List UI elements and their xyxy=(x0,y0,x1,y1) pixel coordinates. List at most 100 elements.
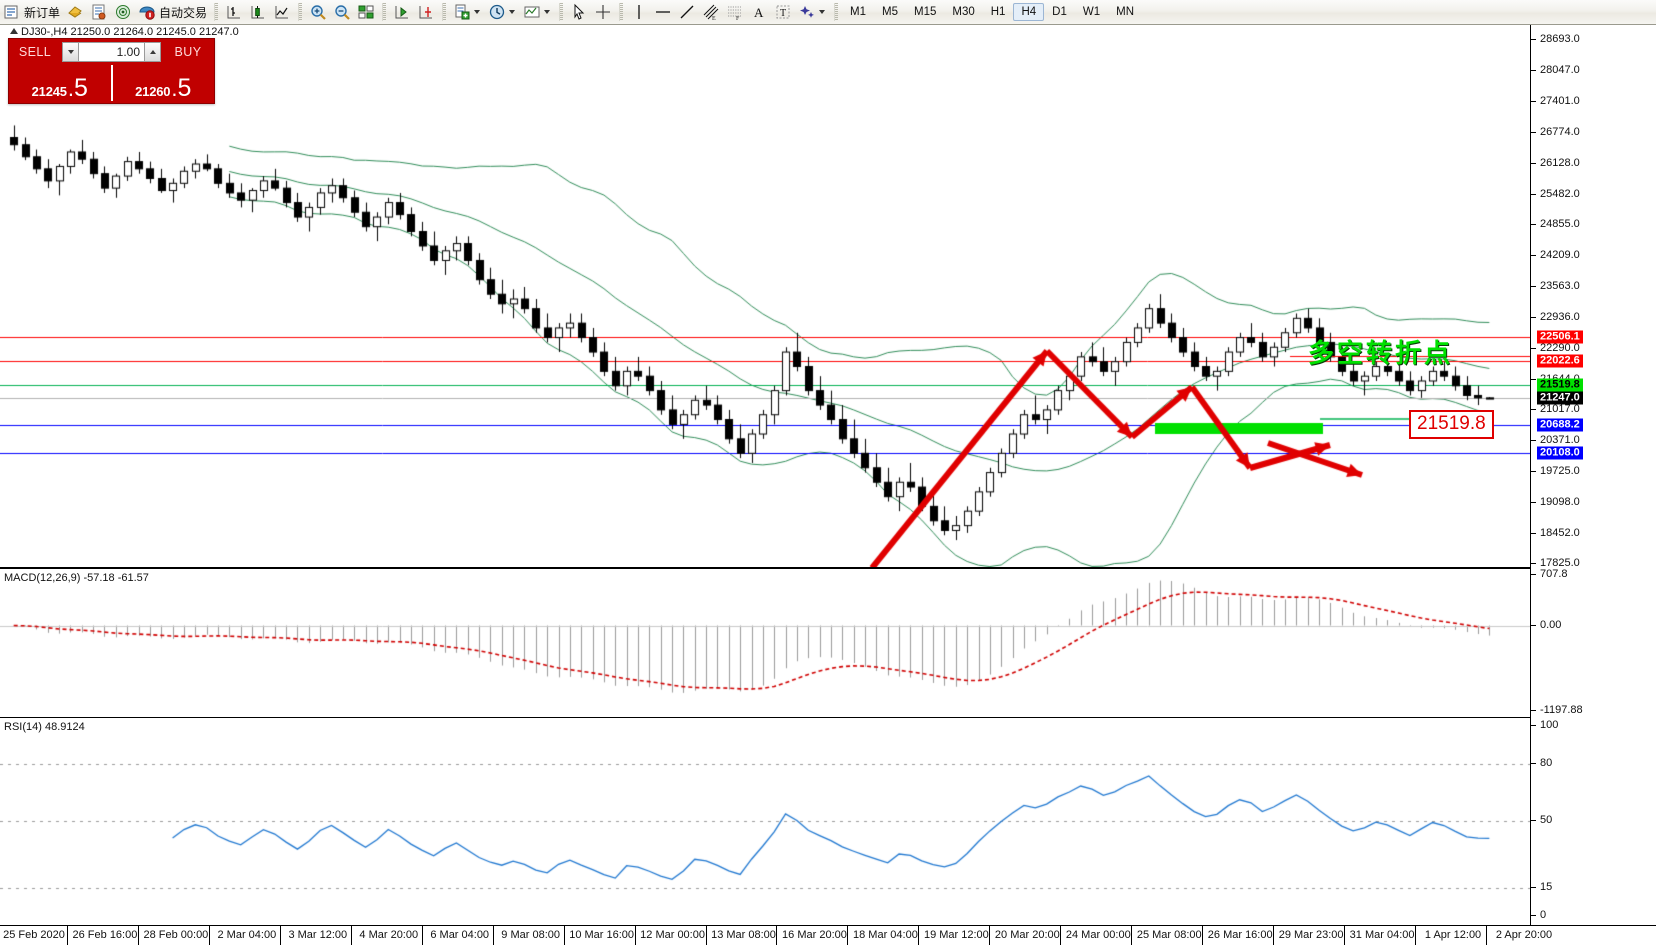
new-order-button[interactable]: 新订单 xyxy=(0,1,63,23)
toolbar-separator xyxy=(382,3,387,21)
rsi-tick-label: 80 xyxy=(1540,757,1553,769)
axis-tick xyxy=(1531,532,1536,534)
autotrading-button[interactable]: 自动交易 xyxy=(135,1,210,23)
indicators-button[interactable] xyxy=(450,1,485,23)
toolbar-separator xyxy=(834,3,839,21)
timeframe-m30[interactable]: M30 xyxy=(952,6,975,18)
cursor-tool-button[interactable] xyxy=(567,1,591,23)
price-canvas[interactable] xyxy=(0,25,1530,567)
axis-tick xyxy=(1531,574,1536,575)
templates-icon xyxy=(523,3,541,21)
navigator-button[interactable] xyxy=(111,1,135,23)
bid-price[interactable]: 21245 . 5 xyxy=(9,65,113,101)
price-tick-label: 19725.0 xyxy=(1540,465,1580,478)
trendline-tool-button[interactable] xyxy=(675,1,699,23)
time-tick-label: 12 Mar 00:00 xyxy=(640,929,705,941)
price-level-badge-current-price[interactable]: 21247.0 xyxy=(1537,391,1583,405)
price-level-badge-resistance[interactable]: 22506.1 xyxy=(1537,330,1583,344)
axis-tick xyxy=(1531,131,1536,133)
bid-fraction: 5 xyxy=(73,74,88,102)
collapse-icon[interactable] xyxy=(10,28,18,34)
chevron-down-icon[interactable] xyxy=(474,10,481,14)
price-level-badge-pivot[interactable]: 21519.8 xyxy=(1537,378,1583,392)
shift-end-button[interactable] xyxy=(390,1,414,23)
data-window-icon xyxy=(90,3,108,21)
axis-tick xyxy=(1531,70,1536,72)
price-box-annotation[interactable]: 21519.8 xyxy=(1409,410,1494,439)
horizontal-line-tool-button[interactable] xyxy=(651,1,675,23)
time-tick-label: 13 Mar 08:00 xyxy=(711,929,776,941)
macd-label: MACD(12,26,9) -57.18 -61.57 xyxy=(4,572,149,584)
timeframe-d1[interactable]: D1 xyxy=(1052,6,1067,18)
timeframe-w1[interactable]: W1 xyxy=(1082,6,1101,18)
volume-input[interactable]: 1.00 xyxy=(79,42,144,62)
auto-scroll-icon xyxy=(417,3,435,21)
timeframe-mn[interactable]: MN xyxy=(1116,6,1134,18)
expert-advisors-button[interactable] xyxy=(63,1,87,23)
timeframe-m15[interactable]: M15 xyxy=(914,6,937,18)
axis-tick xyxy=(1531,886,1536,888)
time-separator xyxy=(705,926,707,945)
vertical-line-tool-button[interactable] xyxy=(627,1,651,23)
text-tool-button[interactable]: A xyxy=(747,1,771,23)
templates-button[interactable] xyxy=(520,1,555,23)
volume-stepper[interactable]: 1.00 xyxy=(62,42,161,62)
annotation-text[interactable]: 多空转折点 xyxy=(1308,339,1454,369)
horizontal-line-icon xyxy=(654,3,672,21)
chevron-down-icon[interactable] xyxy=(509,10,516,14)
timeframe-m1[interactable]: M1 xyxy=(850,6,867,18)
shapes-tool-button[interactable] xyxy=(795,1,830,23)
time-separator xyxy=(279,926,281,945)
axis-tick xyxy=(1531,501,1536,503)
timeframe-group: M1 M5 M15 M30 H1 H4 D1 W1 MN xyxy=(842,3,1142,21)
equidistant-channel-tool-button[interactable]: E xyxy=(699,1,723,23)
price-level-badge-resistance[interactable]: 22022.6 xyxy=(1537,354,1583,368)
timeframe-h1[interactable]: H1 xyxy=(990,6,1006,18)
text-label-tool-button[interactable]: T xyxy=(771,1,795,23)
macd-canvas[interactable] xyxy=(0,569,1530,717)
auto-scroll-button[interactable] xyxy=(414,1,438,23)
period-button[interactable] xyxy=(485,1,520,23)
timeframe-m5[interactable]: M5 xyxy=(882,6,898,18)
candlestick-chart-button[interactable] xyxy=(246,1,270,23)
text-icon: A xyxy=(750,3,768,21)
buy-button[interactable]: BUY xyxy=(174,45,202,59)
timeframe-h4[interactable]: H4 xyxy=(1013,3,1045,21)
ask-dot: . xyxy=(171,76,178,101)
time-tick-label: 4 Mar 20:00 xyxy=(359,929,419,941)
macd-pane[interactable]: MACD(12,26,9) -57.18 -61.57 xyxy=(0,568,1530,718)
chevron-down-icon[interactable] xyxy=(819,10,826,14)
new-order-icon xyxy=(3,3,21,21)
time-separator xyxy=(1415,926,1417,945)
volume-increment-button[interactable] xyxy=(144,42,161,62)
time-tick-label: 2 Mar 04:00 xyxy=(217,929,277,941)
shift-end-icon xyxy=(393,3,411,21)
price-pane[interactable]: DJ30-,H4 21250.0 21264.0 21245.0 21247.0… xyxy=(0,25,1530,568)
time-tick-label: 29 Mar 23:00 xyxy=(1278,929,1344,941)
rsi-canvas[interactable] xyxy=(0,718,1530,926)
volume-decrement-button[interactable] xyxy=(62,42,79,62)
bar-chart-button[interactable] xyxy=(222,1,246,23)
rsi-tick-label: 50 xyxy=(1540,814,1553,826)
data-window-button[interactable] xyxy=(87,1,111,23)
zoom-in-button[interactable] xyxy=(306,1,330,23)
time-axis[interactable]: 25 Feb 2020 26 Feb 16:00 28 Feb 00:00 2 Mar… xyxy=(0,925,1656,945)
price-axis[interactable]: 28693.0 28047.0 27401.0 26774.0 26128.0 25482… xyxy=(1530,25,1656,925)
fibonacci-tool-button[interactable]: F xyxy=(723,1,747,23)
tile-windows-button[interactable] xyxy=(354,1,378,23)
zoom-out-button[interactable] xyxy=(330,1,354,23)
crosshair-tool-button[interactable] xyxy=(591,1,615,23)
ask-integer: 21260 xyxy=(135,84,171,99)
time-tick-label: 25 Mar 08:00 xyxy=(1136,929,1202,941)
axis-tick xyxy=(1531,255,1536,257)
rsi-pane[interactable]: RSI(14) 48.9124 xyxy=(0,717,1530,927)
chevron-down-icon[interactable] xyxy=(544,10,551,14)
one-click-trading-panel[interactable]: SELL 1.00 BUY 21245 . 5 21260 . 5 xyxy=(8,38,215,104)
one-click-trading-top: SELL 1.00 BUY xyxy=(9,39,214,65)
line-chart-button[interactable] xyxy=(270,1,294,23)
price-level-badge-support[interactable]: 20688.2 xyxy=(1537,418,1583,432)
ask-price[interactable]: 21260 . 5 xyxy=(113,65,215,101)
navigator-icon xyxy=(114,3,132,21)
price-level-badge-support[interactable]: 20108.0 xyxy=(1537,446,1583,460)
sell-button[interactable]: SELL xyxy=(18,45,52,59)
